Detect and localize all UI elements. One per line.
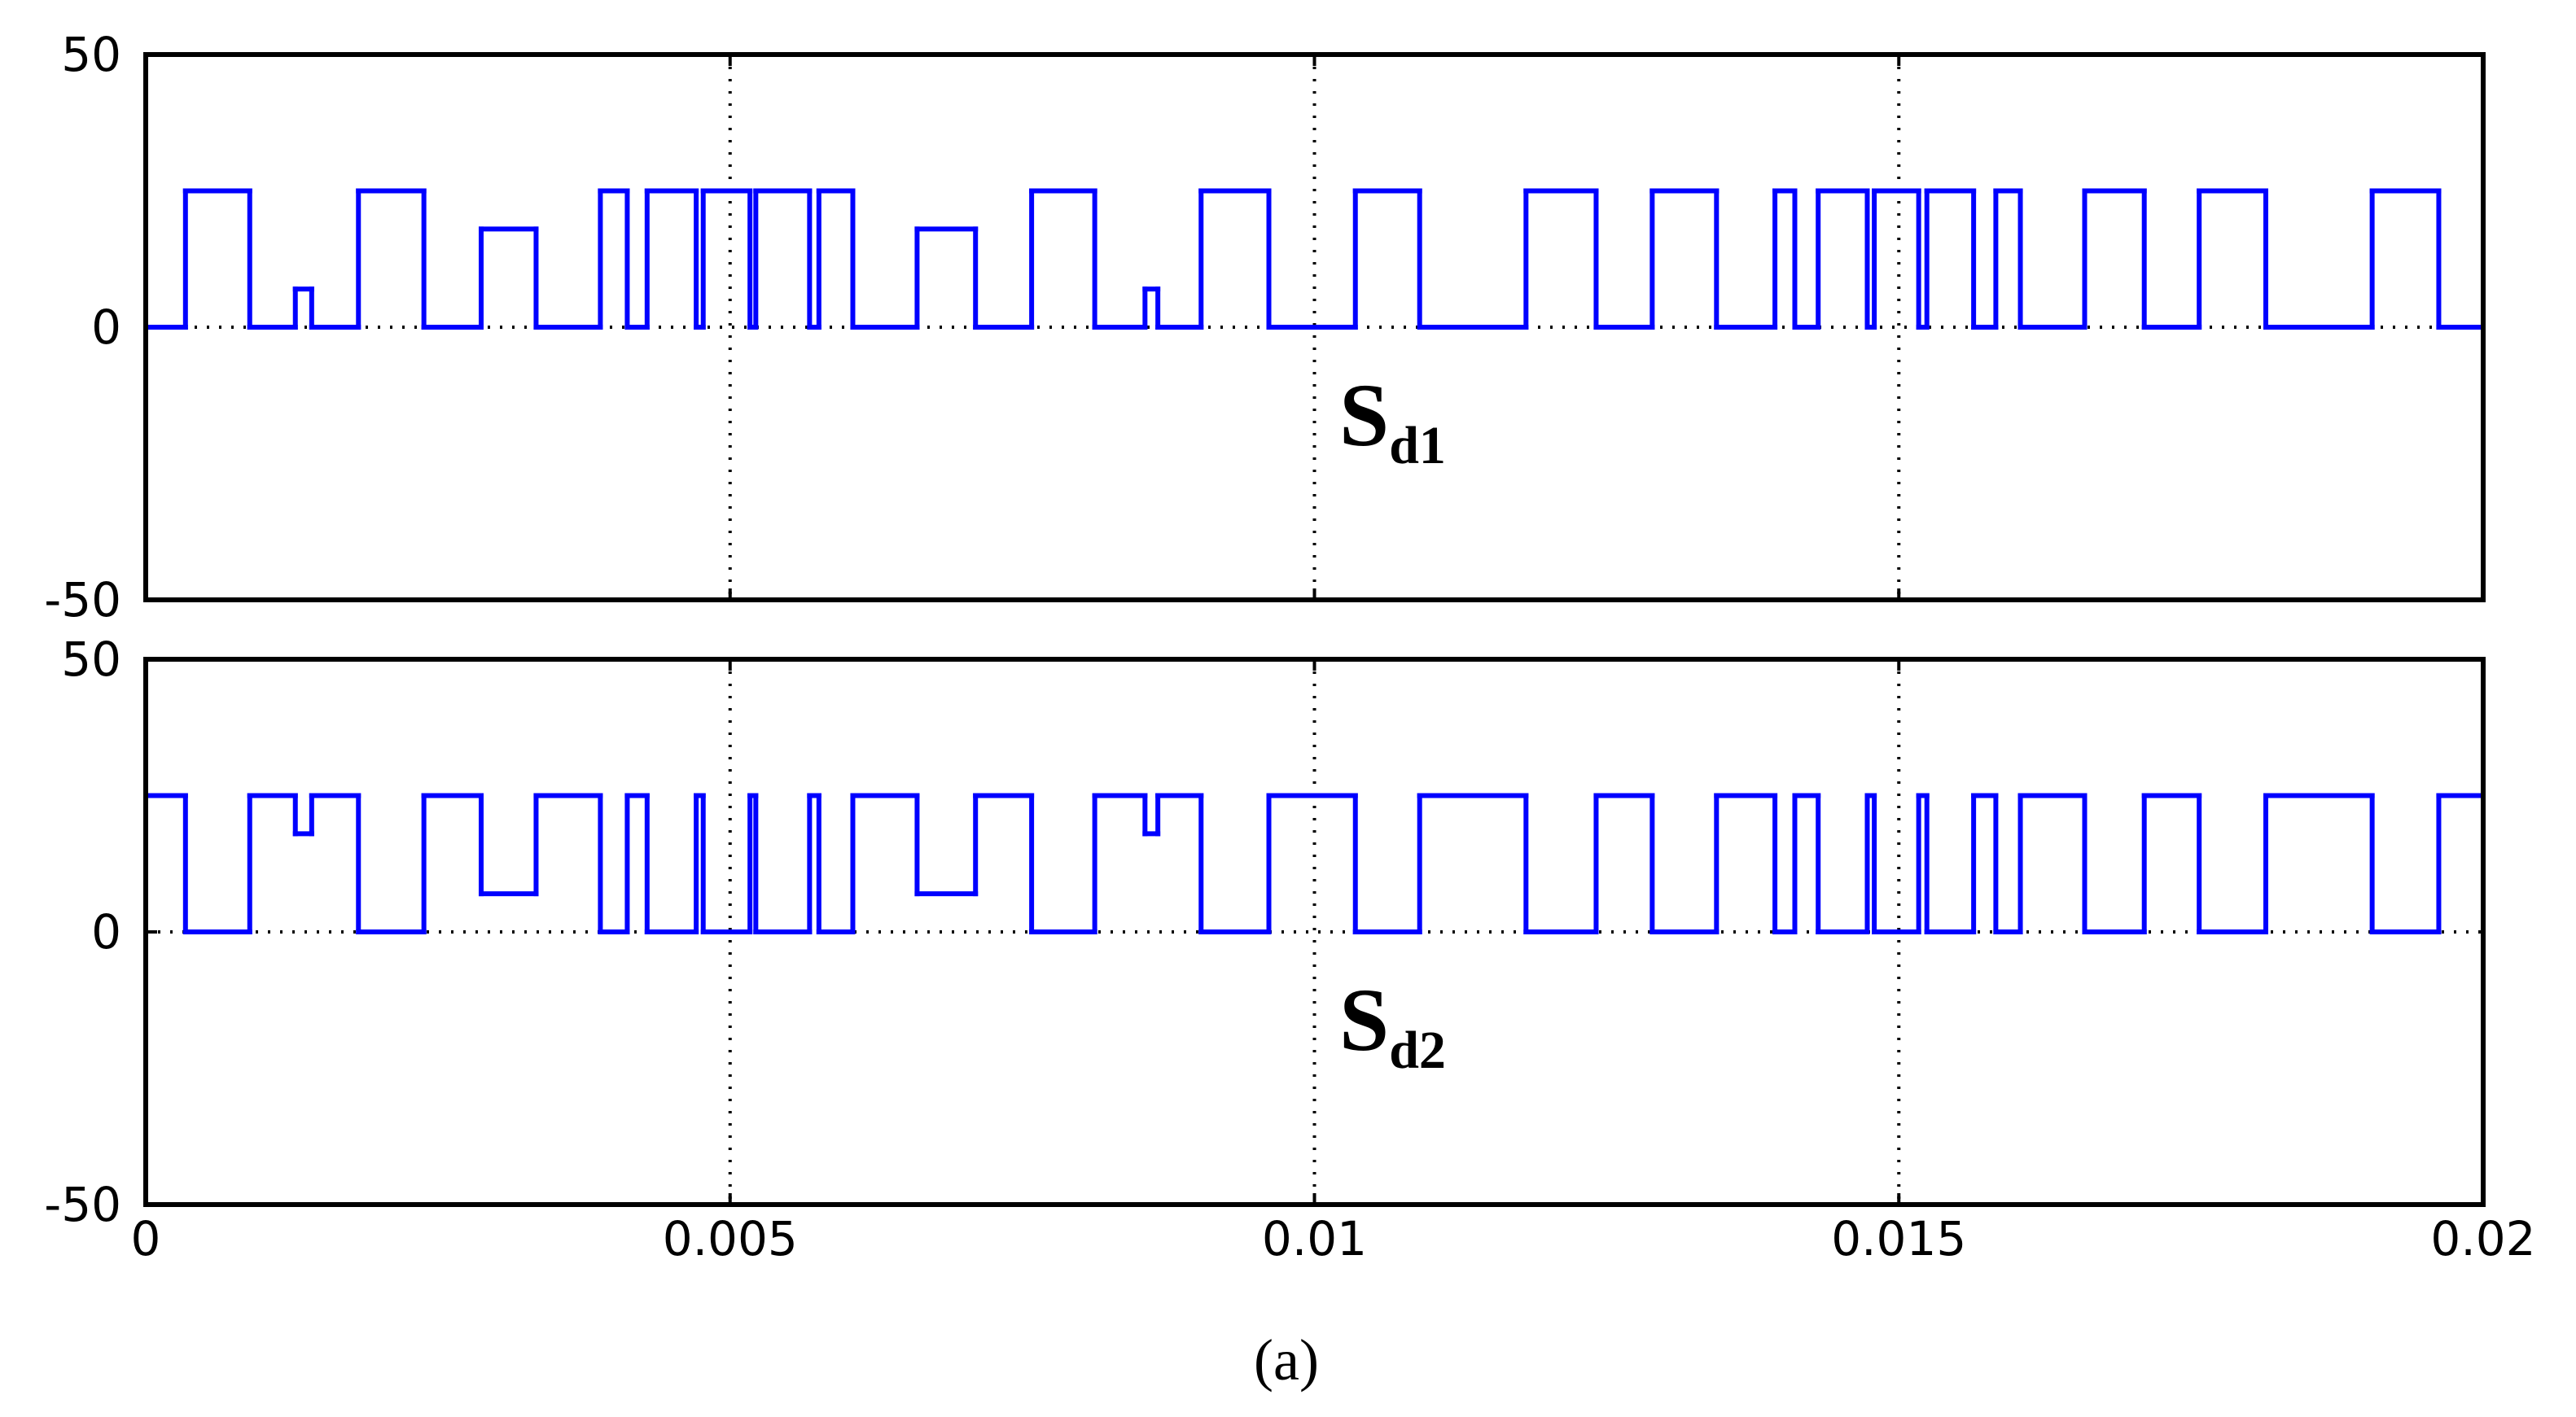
y-tick-label: -50 xyxy=(44,572,121,628)
annotation-text: S xyxy=(1339,365,1389,465)
y-tick-label: 0 xyxy=(91,904,121,960)
annotation-text: S xyxy=(1339,970,1389,1069)
annotation: Sd2 xyxy=(1339,970,1446,1080)
y-tick-label: 0 xyxy=(91,300,121,355)
x-tick-label: 0.02 xyxy=(2430,1211,2535,1266)
x-tick-label: 0 xyxy=(131,1211,161,1266)
x-tick-label: 0.015 xyxy=(1831,1211,1966,1266)
y-tick-label: 50 xyxy=(61,632,121,687)
x-tick-label: 0.01 xyxy=(1262,1211,1367,1266)
x-tick-label: 0.005 xyxy=(663,1211,798,1266)
annotation-subscript: d1 xyxy=(1389,416,1446,475)
annotation: Sd1 xyxy=(1339,365,1446,475)
y-tick-label: -50 xyxy=(44,1177,121,1232)
annotation-subscript: d2 xyxy=(1389,1021,1446,1080)
y-tick-label: 50 xyxy=(61,27,121,82)
axes-border xyxy=(143,657,2486,1207)
plot-panel: -50 0 50 Sd1 xyxy=(44,27,2486,628)
caption: (a) xyxy=(1254,1327,1319,1393)
axes-border xyxy=(143,52,2486,602)
